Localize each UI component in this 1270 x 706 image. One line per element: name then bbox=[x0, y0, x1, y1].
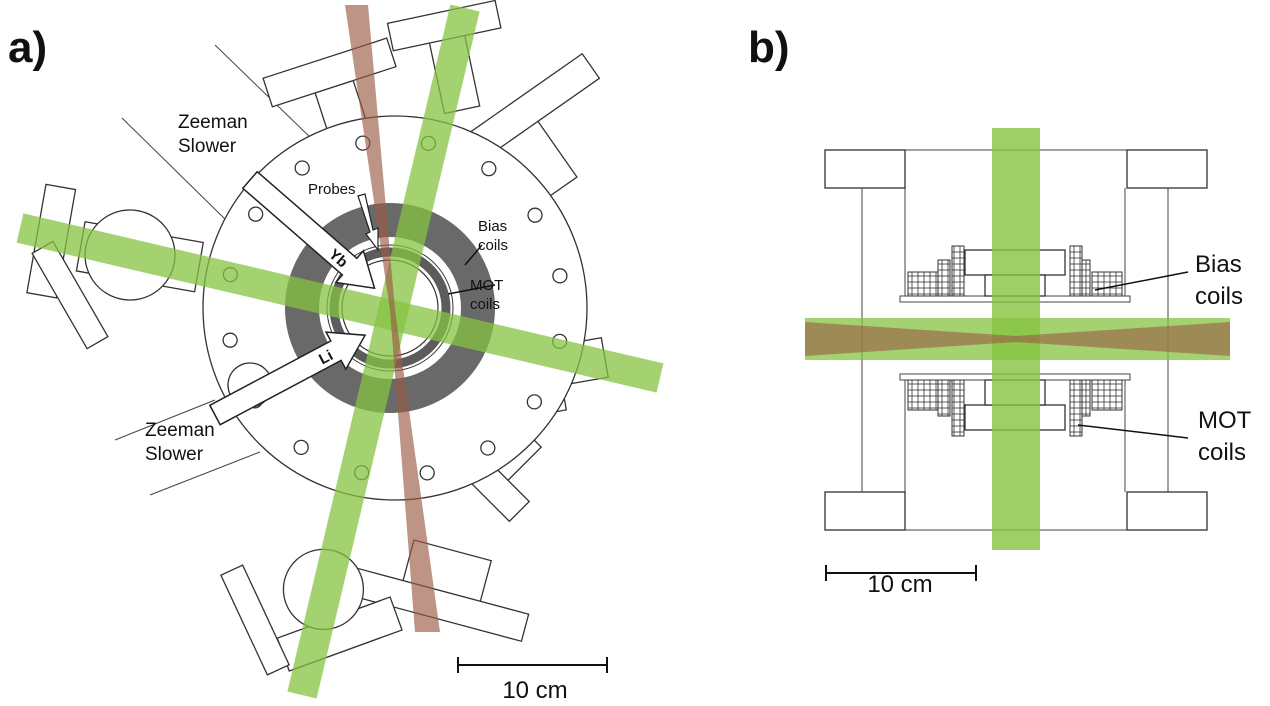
label-line: Bias bbox=[1195, 251, 1242, 278]
figure: Yb Li a) Zeeman Slower Zeeman Slower Pro… bbox=[0, 0, 1270, 706]
label-line: Bias bbox=[478, 218, 507, 235]
mot-label: MOT coils bbox=[1198, 407, 1258, 466]
scale-label: 10 cm bbox=[867, 571, 932, 598]
panel-label: a) bbox=[8, 23, 47, 72]
label-line: coils bbox=[1198, 439, 1246, 466]
bolt-hole bbox=[223, 333, 237, 347]
label-line: Zeeman bbox=[145, 420, 215, 441]
port bbox=[221, 565, 289, 675]
bias-label: Bias coils bbox=[1195, 251, 1248, 310]
probes-label: Probes bbox=[308, 181, 356, 198]
bolt-hole bbox=[553, 269, 567, 283]
leader-line bbox=[1078, 425, 1188, 438]
page: Apparatus diagram {"panel_a": {"label": … bbox=[0, 0, 1270, 706]
bolt-hole bbox=[481, 441, 495, 455]
scale-label: 10 cm bbox=[502, 677, 567, 704]
bolt-hole bbox=[527, 395, 541, 409]
bolt-hole bbox=[295, 161, 309, 175]
body: Yb Li a) Zeeman Slower Zeeman Slower Pro… bbox=[0, 0, 1270, 706]
zeeman-label: Zeeman Slower bbox=[178, 112, 253, 157]
label-line: Slower bbox=[145, 444, 204, 465]
label-line: Slower bbox=[178, 136, 237, 157]
bolt-hole bbox=[482, 162, 496, 176]
label-line: Zeeman bbox=[178, 112, 248, 133]
label-line: MOT bbox=[1198, 407, 1252, 434]
panel-label: b) bbox=[748, 23, 790, 72]
zeeman-label: Zeeman Slower bbox=[145, 420, 220, 465]
label-line: coils bbox=[470, 296, 500, 313]
label-line: coils bbox=[478, 237, 508, 254]
panel-b: b) bbox=[748, 23, 1258, 598]
bolt-hole bbox=[420, 466, 434, 480]
bolt-hole bbox=[294, 440, 308, 454]
panel-a: Yb Li a) Zeeman Slower Zeeman Slower Pro… bbox=[8, 1, 660, 704]
label-line: MOT bbox=[470, 277, 503, 294]
slower-line bbox=[122, 118, 228, 222]
scale-bar bbox=[458, 657, 607, 673]
label-line: coils bbox=[1195, 283, 1243, 310]
bolt-hole bbox=[249, 207, 263, 221]
bolt-hole bbox=[528, 208, 542, 222]
